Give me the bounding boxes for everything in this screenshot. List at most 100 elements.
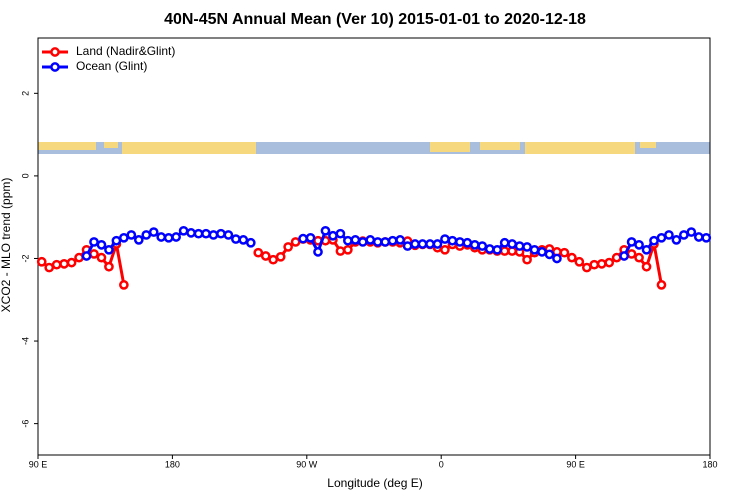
data-point — [111, 235, 122, 246]
data-point — [268, 254, 279, 265]
data-point — [522, 242, 532, 252]
data-point — [89, 249, 99, 259]
y-tick-label: -2 — [20, 254, 30, 262]
data-point — [634, 239, 644, 250]
data-point — [529, 244, 540, 255]
data-point — [380, 237, 391, 247]
data-point — [522, 254, 532, 265]
data-point — [552, 253, 562, 264]
data-point — [447, 235, 458, 246]
data-point — [484, 244, 495, 254]
data-point — [96, 252, 107, 263]
data-point — [499, 246, 510, 256]
data-point — [477, 241, 488, 251]
data-point — [634, 252, 644, 263]
data-point — [245, 237, 256, 248]
data-point — [611, 252, 622, 263]
data-point — [231, 234, 241, 244]
data-point — [455, 237, 465, 247]
data-point — [216, 228, 226, 239]
data-point — [208, 230, 219, 240]
data-point — [350, 235, 361, 245]
data-point — [290, 237, 301, 247]
y-tick-label: -6 — [20, 420, 30, 428]
data-point — [671, 235, 682, 245]
data-point — [589, 259, 600, 270]
data-point — [335, 228, 346, 239]
data-point — [462, 237, 473, 248]
data-point — [701, 232, 712, 243]
data-point — [126, 230, 137, 240]
data-point — [656, 280, 667, 290]
data-point — [567, 252, 577, 263]
x-axis-label: Longitude (deg E) — [327, 476, 422, 490]
data-point — [432, 239, 443, 249]
data-point — [223, 230, 234, 240]
data-point — [156, 232, 167, 242]
plot-frame — [37, 37, 711, 456]
data-point — [74, 252, 84, 263]
data-point — [238, 235, 249, 245]
data-point — [492, 244, 503, 255]
data-point — [686, 227, 697, 237]
data-point — [36, 256, 47, 267]
data-point — [499, 237, 510, 248]
data-point — [66, 257, 77, 268]
data-point — [507, 239, 517, 249]
data-point — [469, 239, 480, 250]
data-point — [596, 258, 607, 269]
data-point — [163, 232, 174, 243]
y-tick-label: -4 — [20, 337, 30, 345]
data-point — [186, 228, 196, 238]
y-tick-label: 0 — [20, 173, 30, 178]
data-point — [395, 235, 405, 245]
data-point — [679, 230, 689, 240]
data-point — [581, 262, 592, 273]
data-point — [417, 239, 428, 249]
data-point — [275, 251, 286, 262]
chart-title: 40N-45N Annual Mean (Ver 10) 2015-01-01 … — [164, 11, 586, 28]
data-point — [514, 241, 525, 251]
x-tick-label: 90 E — [29, 459, 48, 469]
data-point — [148, 227, 159, 237]
data-point — [641, 244, 652, 255]
data-point — [626, 249, 637, 259]
data-point — [365, 235, 376, 245]
data-point — [305, 232, 316, 243]
data-point — [328, 230, 338, 241]
legend-marker — [50, 62, 60, 72]
data-point — [559, 247, 570, 258]
data-point — [96, 239, 107, 250]
data-point — [283, 242, 293, 252]
data-point — [440, 234, 450, 244]
data-point — [604, 257, 615, 268]
legend-label: Ocean (Glint) — [76, 59, 147, 73]
data-point — [425, 239, 435, 249]
data-point — [81, 251, 92, 261]
data-point — [335, 246, 346, 256]
data-point — [104, 261, 114, 272]
data-point — [201, 228, 211, 239]
data-point — [537, 247, 547, 257]
data-point — [574, 256, 585, 267]
legend-label: Land (Nadir&Glint) — [76, 44, 175, 58]
data-point — [649, 235, 659, 246]
data-point — [693, 232, 704, 242]
series-line — [40, 237, 663, 286]
data-point — [343, 235, 353, 246]
data-point — [343, 244, 353, 255]
data-point — [387, 235, 398, 246]
data-point — [59, 258, 69, 269]
data-point — [193, 228, 204, 239]
data-point — [641, 261, 652, 272]
data-point — [89, 237, 99, 247]
data-point — [320, 225, 331, 236]
data-point — [656, 232, 667, 243]
x-tick-label: 0 — [439, 459, 444, 469]
y-axis-label: XCO2 - MLO trend (ppm) — [0, 178, 13, 313]
data-point — [619, 251, 629, 261]
data-point — [664, 230, 674, 240]
data-point — [178, 225, 189, 236]
data-point — [133, 235, 144, 245]
